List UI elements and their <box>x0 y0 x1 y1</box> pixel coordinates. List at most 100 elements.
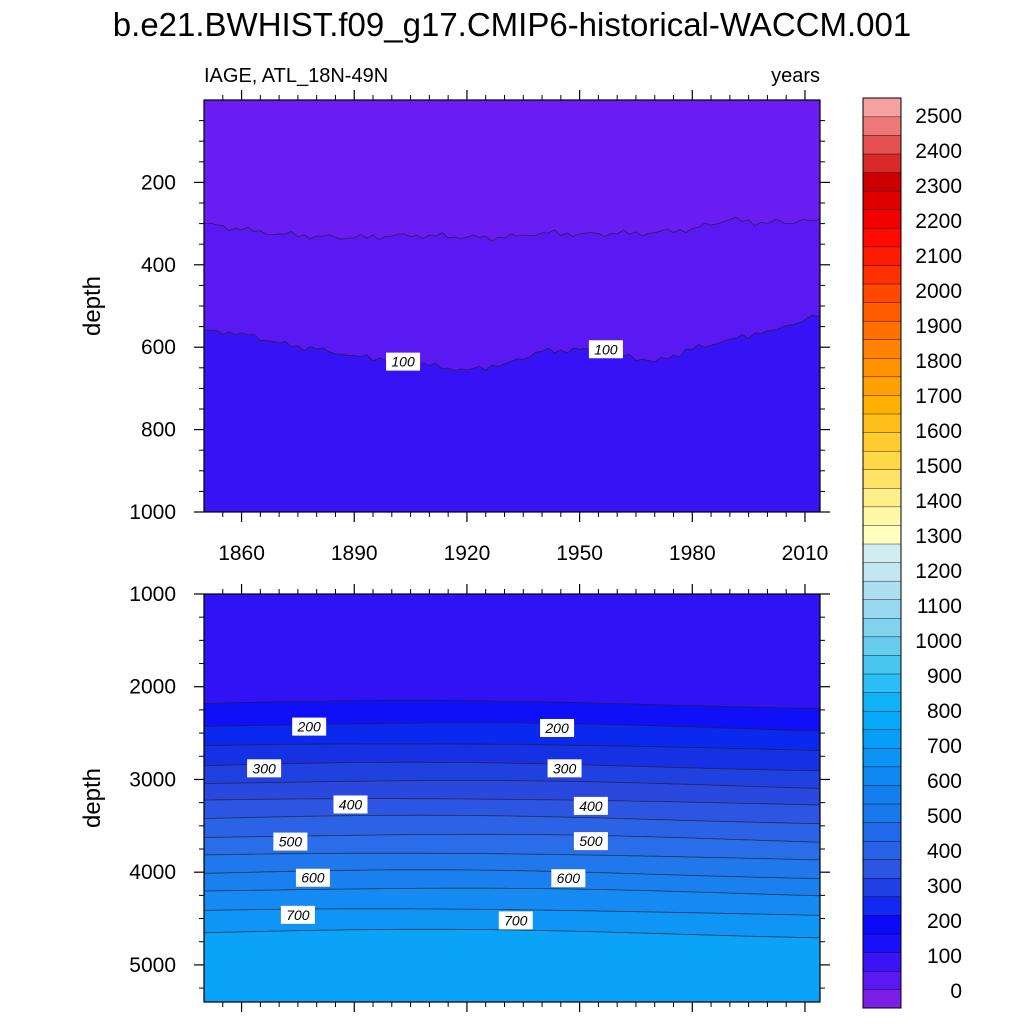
contour-label-box <box>573 796 608 815</box>
band-fill <box>204 929 820 1002</box>
colorbar-label: 700 <box>927 735 962 758</box>
colorbar-swatch <box>862 562 902 582</box>
colorbar-swatch <box>862 376 902 396</box>
contour-label-text: 100 <box>391 354 415 370</box>
colorbar-label: 600 <box>927 770 962 793</box>
colorbar-swatch <box>862 877 902 898</box>
contour-label-text: 500 <box>579 833 603 849</box>
contour-label-text: 200 <box>544 720 569 736</box>
contour-label: 400 <box>333 795 368 814</box>
colorbar-swatch <box>862 97 902 118</box>
colorbar-swatch <box>862 840 902 860</box>
colorbar-swatch <box>862 190 902 210</box>
colorbar-swatch <box>862 784 902 805</box>
colorbar-label: 1500 <box>915 455 962 478</box>
colorbar-label: 1800 <box>915 350 962 373</box>
colorbar-swatch <box>862 302 902 322</box>
contour-label-text: 300 <box>252 760 276 776</box>
band-fill <box>204 315 820 512</box>
x-tick-label: 1860 <box>218 542 265 565</box>
contour-label-box <box>540 718 575 737</box>
lower-panel: 200 200 300 300 400 400 500 500 600 600 700 700 1000… <box>79 583 830 1012</box>
colorbar-swatch <box>862 413 902 433</box>
contour-label: 700 <box>280 905 315 924</box>
contour-line <box>204 928 820 939</box>
y-tick-label: 600 <box>141 336 176 359</box>
colorbar-swatch <box>862 172 902 192</box>
y-tick-label: 1000 <box>129 501 176 524</box>
colorbar-label: 200 <box>927 910 962 933</box>
contour-line <box>204 743 820 751</box>
contour-label: 500 <box>273 832 308 851</box>
x-tick-label: 1980 <box>669 542 716 565</box>
contour-line <box>204 780 820 789</box>
colorbar-swatch <box>862 859 902 879</box>
contour-label-box <box>292 717 327 736</box>
contour-label-box <box>386 352 421 371</box>
contour-label-text: 100 <box>594 341 618 357</box>
colorbar-label: 2200 <box>915 210 962 233</box>
colorbar-label: 1400 <box>915 490 962 513</box>
colorbar-label: 1300 <box>915 525 962 548</box>
y-tick-label: 3000 <box>129 768 176 791</box>
colorbar-swatch <box>862 710 902 730</box>
colorbar-label: 100 <box>927 945 962 968</box>
contour-label-text: 600 <box>301 870 325 886</box>
colorbar-swatch <box>862 116 902 136</box>
colorbar-swatch <box>862 357 902 378</box>
y-tick-label: 800 <box>141 419 176 442</box>
colorbar-swatch <box>862 134 902 155</box>
colorbar-label: 300 <box>927 875 962 898</box>
colorbar-frame <box>862 97 902 1009</box>
colorbar-swatch <box>862 803 902 823</box>
colorbar-swatch <box>862 506 902 526</box>
variable-subtitle: IAGE, ATL_18N-49N <box>204 65 388 87</box>
y-tick-label: 1000 <box>129 583 176 606</box>
colorbar-label: 2400 <box>915 140 962 163</box>
contour-label: 600 <box>295 868 330 887</box>
colorbar-swatch <box>862 432 902 452</box>
colorbar-swatch <box>862 264 902 285</box>
colorbar-label: 1100 <box>917 595 962 618</box>
colorbar-swatch <box>862 450 902 470</box>
colorbar-swatch <box>862 599 902 619</box>
colorbar-label: 400 <box>927 840 962 863</box>
contour-label-box <box>247 759 282 778</box>
colorbar-swatch <box>862 896 902 916</box>
chart-title: b.e21.BWHIST.f09_g17.CMIP6-historical-WA… <box>113 6 911 43</box>
plot-area: 200 200 300 300 400 400 500 500 600 600 700 700 <box>204 594 820 1002</box>
contour-line <box>204 314 820 372</box>
contour-line <box>204 798 820 806</box>
contour-label: 300 <box>247 759 282 778</box>
colorbar-swatch <box>862 933 902 953</box>
y-tick-label: 400 <box>141 254 176 277</box>
colorbar-swatch <box>862 320 902 340</box>
y-axis-label: depth <box>79 276 106 336</box>
contour-label-text: 500 <box>279 834 303 850</box>
colorbar-label: 800 <box>927 700 962 723</box>
contour-line <box>204 216 820 242</box>
colorbar-swatch <box>862 617 902 638</box>
colorbar-swatch <box>862 654 902 675</box>
colorbar-swatch <box>862 914 902 935</box>
colorbar: 0 100 200 300 400 500 600 700 800 900 1000 1100 1200… <box>862 97 962 1009</box>
colorbar-swatch <box>862 246 902 266</box>
colorbar-swatch <box>862 989 902 1009</box>
colorbar-swatch <box>862 692 902 712</box>
x-tick-label: 1950 <box>556 542 603 565</box>
plot-frame <box>203 593 821 1003</box>
colorbar-swatch <box>862 524 902 545</box>
colorbar-swatch <box>862 636 902 656</box>
contour-label-text: 400 <box>579 798 603 814</box>
contour-label-box <box>547 759 582 778</box>
colorbar-label: 1600 <box>915 420 962 443</box>
plot-area: 100 100 <box>204 100 820 512</box>
contour-label: 600 <box>551 869 586 888</box>
contour-label-text: 200 <box>296 719 321 735</box>
contour-label: 100 <box>386 352 421 371</box>
colorbar-swatch <box>862 673 902 693</box>
colorbar-label: 1200 <box>915 560 962 583</box>
y-tick-label: 200 <box>141 171 176 194</box>
colorbar-swatch <box>862 209 902 229</box>
